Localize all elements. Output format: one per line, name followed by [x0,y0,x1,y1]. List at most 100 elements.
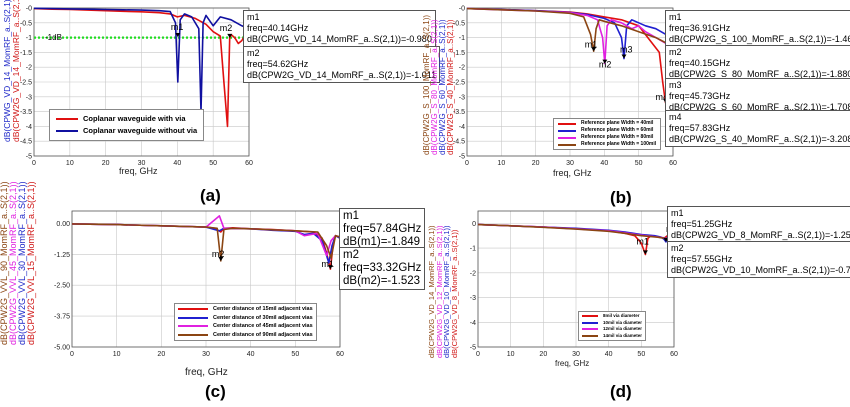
marker-expr: dB(CPW2G_VD_10_MomRF_a..S(2,1))=-0.749 [671,265,850,275]
x-tick-label: 20 [102,160,110,167]
chart-b: 0 10 20 30 40 50 60 -0 -0.5 -1 -1.5 -2 -2.5 -3 -3.5 -4 -… [453,6,677,168]
y-tick-label: -2.5 [20,80,32,87]
y-tick-label: -3.5 [20,109,32,116]
caption-a: (a) [200,186,221,205]
x-tick-label: 20 [539,351,547,358]
legend-item: Reference plane Width = 60mil [558,127,656,134]
marker-label: m1 [321,259,334,269]
y-tick-label: -5 [459,154,465,161]
legend-item: Coplanar waveguide with via [56,113,197,125]
y-tick-label: 0 [472,221,476,228]
x-tick-label: 40 [605,351,613,358]
marker-box-m1-b: m1 freq=36.91GHz dB(CPW2G_S_100_MomRF_a.… [665,10,850,47]
y-tick-label: -2.50 [54,283,70,290]
legend-d: 8mil via diameter 10mil via diameter 12m… [578,311,647,341]
legend-item: Reference plane Width = 40mil [558,120,656,127]
marker-name: m2 [669,47,682,57]
marker-freq: 33.32GHz [369,262,422,274]
marker-expr: dB(CPW2G_S_60_MomRF_a..S(2,1))=-1.708 [669,102,850,112]
y-axis-label-d: dB(CPW2G_VD_14_MomRF_a..S(2,1)) dB(CPW2G… [427,225,459,358]
x-tick-label: 0 [476,351,480,358]
marker-triangle [327,265,333,270]
legend-item: 8mil via diameter [582,313,642,320]
marker-triangle [591,47,597,52]
x-tick-label: 40 [247,351,255,358]
y-tick-label: -2.5 [453,80,465,87]
marker-name: m1 [247,12,260,22]
y-label-line: dB(CPW2G_VD_8_MomRF_a..S(2,1)) [449,229,459,358]
y-tick-label: -4 [470,320,476,327]
marker-freq: 45.73GHz [689,91,731,101]
legend-item: Reference plane Width = 80mil [558,134,656,141]
y-tick-label: -4 [459,124,465,131]
y-tick-label: -0.5 [20,20,32,27]
marker-box-m2-b: m2 freq=40.15GHz dB(CPW2G_S_80_MomRF_a..… [665,45,850,82]
y-tick-label: -0 [26,6,32,13]
series-line [33,7,250,128]
plot-frame [477,210,675,348]
x-axis-label-a: freq, GHz [119,166,158,176]
marker-freq: 57.55GHz [691,254,733,264]
y-tick-label: -0 [459,6,465,13]
marker-box-m1-d: m1 freq=51.25GHz dB(CPW2G_VD_8_MomRF_a..… [667,206,850,243]
y-tick-label: -1.5 [453,50,465,57]
chart-a: 0 10 20 30 40 50 60 -0 -0.5 -1 -1.5 -2 -2.5 -3 -3.5 -4 -… [20,6,253,168]
legend-item: Center distance of 45mil adjacent vias [178,322,313,331]
marker-name: m1 [343,210,359,222]
hline-annotation-a: -1dB [45,33,62,42]
marker-expr: dB(m1)=-1.849 [343,236,421,248]
y-tick-label: -4 [26,124,32,131]
legend-item: Center distance of 90mil adjacent vias [178,331,313,340]
legend-a: Coplanar waveguide with via Coplanar wav… [49,109,205,141]
series-line [466,7,674,53]
legend-item: 10mil via diameter [582,320,642,327]
legend-item: 14mil via diameter [582,333,642,340]
marker-label: m2 [220,23,233,33]
series-line [33,7,250,113]
x-tick-label: 10 [507,351,515,358]
y-axis-label-c: dB(CPW2G_VVL_90_MomRF_a..S(2,1)) dB(CPW2… [0,181,36,345]
x-tick-label: 10 [113,351,121,358]
marker-name: m4 [669,112,682,122]
x-tick-label: 50 [635,160,643,167]
y-tick-label: -5 [470,345,476,352]
x-tick-label: 20 [157,351,165,358]
marker-triangle [227,33,233,38]
marker-box-m1-c: m1 freq=57.84GHz dB(m1)=-1.849 [339,208,426,251]
marker-box-m4-b: m4 freq=57.83GHz dB(CPW2G_S_40_MomRF_a..… [665,110,850,147]
y-tick-label: -1 [459,35,465,42]
y-tick-label: -3 [459,94,465,101]
y-tick-label: -3.5 [453,109,465,116]
x-tick-label: 0 [465,160,469,167]
y-tick-label: -1.25 [54,252,70,259]
marker-label: m2 [212,249,225,259]
x-tick-label: 0 [32,160,36,167]
marker-expr: dB(CPWG_VD_14_MomRF_a..S(2,1))=-0.980 [247,34,432,44]
y-tick-label: -1.5 [20,50,32,57]
x-tick-label: 10 [66,160,74,167]
marker-expr: dB(CPW2G_S_80_MomRF_a..S(2,1))=-1.880 [669,69,850,79]
marker-triangle [218,257,224,262]
y-tick-label: -1 [26,35,32,42]
y-tick-label: -4.5 [453,139,465,146]
y-tick-label: -5.00 [54,345,70,352]
legend-item: Center distance of 15mil adjacent vias [178,305,313,314]
legend-item: Center distance of 30mil adjacent vias [178,314,313,323]
x-tick-label: 50 [209,160,217,167]
marker-label: m2 [599,60,612,70]
caption-b: (b) [610,188,632,207]
marker-name: m2 [671,243,684,253]
marker-label: m1 [585,39,598,49]
y-tick-label: -3.75 [54,314,70,321]
marker-triangle [642,250,648,255]
caption-c: (c) [205,382,226,401]
x-tick-label: 30 [572,351,580,358]
marker-expr: dB(CPW2G_S_100_MomRF_a..S(2,1))=-1.463 [669,34,850,44]
x-tick-label: 30 [202,351,210,358]
y-tick-label: -0.5 [453,20,465,27]
marker-freq: 54.62GHz [267,59,309,69]
marker-box-m2-d: m2 freq=57.55GHz dB(CPW2G_VD_10_MomRF_a.… [667,241,850,278]
y-tick-label: -3 [470,295,476,302]
legend-c: Center distance of 15mil adjacent vias C… [174,303,317,341]
